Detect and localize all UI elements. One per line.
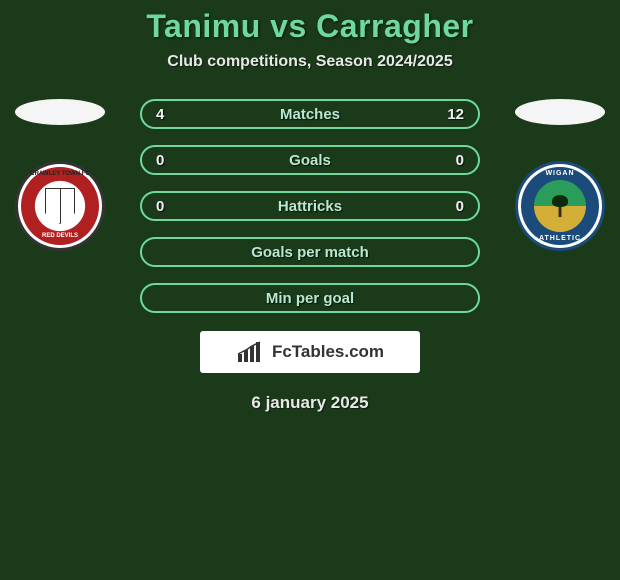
stat-label: Hattricks: [176, 198, 444, 215]
branding-box: FcTables.com: [200, 331, 420, 373]
stat-left-value: 0: [156, 152, 176, 169]
stat-right-value: 0: [444, 152, 464, 169]
stat-label: Goals: [176, 152, 444, 169]
shield-icon: [45, 188, 75, 224]
badge-right-bottom-text: ATHLETIC: [539, 235, 581, 242]
stat-row: 0 Goals 0: [140, 145, 480, 175]
stat-row: Goals per match: [140, 237, 480, 267]
stat-row: Min per goal: [140, 283, 480, 313]
flag-right: [515, 99, 605, 125]
page-title: Tanimu vs Carragher: [0, 8, 620, 45]
stat-label: Matches: [176, 106, 444, 123]
page-subtitle: Club competitions, Season 2024/2025: [0, 53, 620, 71]
stat-label: Goals per match: [176, 244, 444, 261]
badge-left-top-text: CRAWLEY TOWN FC: [21, 171, 99, 177]
flag-left: [15, 99, 105, 125]
stat-right-value: 0: [444, 198, 464, 215]
branding-text: FcTables.com: [272, 342, 384, 362]
stat-right-value: 12: [444, 106, 464, 123]
header: Tanimu vs Carragher Club competitions, S…: [0, 0, 620, 71]
stat-left-value: 4: [156, 106, 176, 123]
stat-left-value: 0: [156, 198, 176, 215]
bar-chart-icon: [236, 340, 266, 364]
club-badge-right: WIGAN ATHLETIC: [515, 161, 605, 251]
date-text: 6 january 2025: [0, 393, 620, 413]
stat-rows: 4 Matches 12 0 Goals 0 0 Hattricks 0 Goa…: [140, 99, 480, 313]
tree-icon: [551, 195, 569, 217]
stat-row: 0 Hattricks 0: [140, 191, 480, 221]
comparison-content: CRAWLEY TOWN FC RED DEVILS WIGAN ATHLETI…: [0, 99, 620, 413]
stat-row: 4 Matches 12: [140, 99, 480, 129]
badge-right-top-text: WIGAN: [545, 170, 574, 177]
badge-left-bottom-text: RED DEVILS: [21, 233, 99, 239]
club-badge-left: CRAWLEY TOWN FC RED DEVILS: [15, 161, 105, 251]
stat-label: Min per goal: [176, 290, 444, 307]
